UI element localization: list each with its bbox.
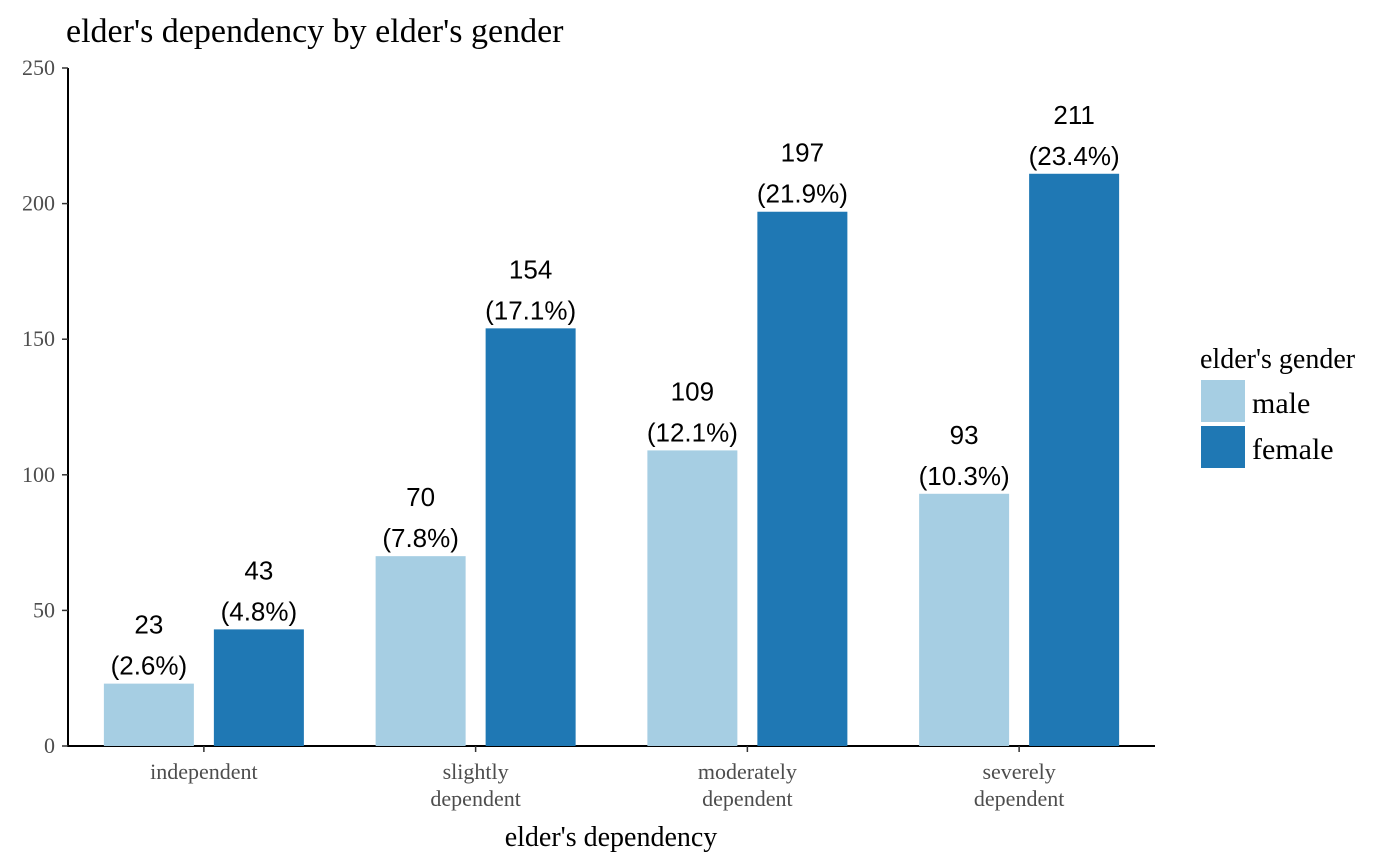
bar-value-label: 154	[509, 254, 552, 284]
x-tick-label-line: slightly	[443, 759, 509, 784]
x-tick-label-line: moderately	[698, 759, 797, 784]
x-tick-label: slightly dependent	[430, 759, 520, 811]
bar-female	[1029, 173, 1120, 746]
bar-male	[103, 683, 194, 746]
bar-female	[485, 328, 576, 746]
bar-percent-label: (23.4%)	[1029, 141, 1120, 171]
bar-value-label: 109	[671, 376, 714, 406]
x-tick-label-line: dependent	[702, 786, 792, 811]
legend-swatch-male	[1201, 380, 1245, 422]
bar-percent-label: (12.1%)	[647, 417, 738, 447]
y-tick-label: 200	[22, 191, 55, 216]
bar-female	[213, 629, 304, 746]
data-labels: 23 (2.6%) 70 (7.8%) 109 (12.1%) 93 (10.3%) 43 (4.…	[111, 100, 1120, 681]
bar-value-label: 43	[244, 555, 273, 585]
x-tick-label: severely dependent	[974, 759, 1064, 811]
x-tick-label-line: dependent	[974, 786, 1064, 811]
x-axis-title: elder's dependency	[505, 822, 718, 853]
bar-value-label: 70	[406, 482, 435, 512]
x-tick-label: moderately dependent	[698, 759, 797, 811]
legend: elder's gender male female	[1200, 344, 1356, 468]
y-tick-label: 150	[22, 326, 55, 351]
bar-percent-label: (21.9%)	[757, 179, 848, 209]
x-tick-label: independent	[150, 759, 258, 784]
bar-value-label: 211	[1053, 100, 1094, 130]
bar-percent-label: (7.8%)	[382, 523, 459, 553]
bar-female	[757, 211, 848, 747]
bar-male	[919, 493, 1010, 746]
y-tick-label: 250	[22, 55, 55, 80]
bar-value-label: 23	[134, 610, 163, 640]
legend-label-female: female	[1252, 433, 1334, 466]
legend-swatch-female	[1201, 426, 1245, 468]
bar-male	[647, 450, 738, 746]
bar-value-label: 197	[781, 138, 824, 168]
x-tick-label-line: dependent	[430, 786, 520, 811]
y-tick-label: 0	[44, 733, 55, 758]
bars	[103, 173, 1120, 747]
legend-label-male: male	[1252, 387, 1310, 420]
x-tick-label-line: severely	[982, 759, 1055, 784]
y-tick-label: 50	[33, 597, 55, 622]
x-tick-label-line: independent	[150, 759, 258, 784]
chart-title: elder's dependency by elder's gender	[66, 13, 564, 50]
bar-percent-label: (4.8%)	[221, 596, 298, 626]
y-tick-label: 100	[22, 462, 55, 487]
bar-male	[375, 556, 466, 746]
bar-percent-label: (17.1%)	[485, 295, 576, 325]
bar-value-label: 93	[950, 420, 979, 450]
bar-percent-label: (10.3%)	[919, 461, 1010, 491]
legend-title: elder's gender	[1200, 344, 1356, 375]
bar-percent-label: (2.6%)	[111, 651, 188, 681]
